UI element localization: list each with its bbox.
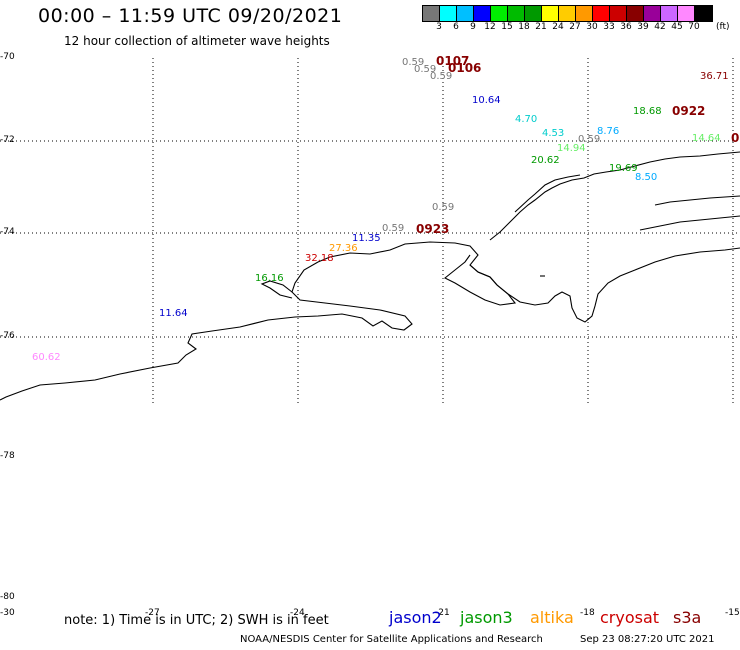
color-swatch [542,6,559,21]
wave-height-label: 36.71 [700,71,729,82]
color-swatch [695,6,712,21]
page-title: 00:00 – 11:59 UTC 09/20/2021 [38,5,343,27]
wave-height-label: 19.69 [609,163,638,174]
lat-label: -70 [0,52,15,62]
color-swatch [423,6,440,21]
lon-label: -15 [725,608,740,618]
note-text: note: 1) Time is in UTC; 2) SWH is in fe… [64,613,329,628]
time-label: 0923 [416,222,450,236]
lon-label: -24 [290,608,305,618]
color-swatch [491,6,508,21]
lat-label: -76 [0,331,15,341]
wave-height-label: 32.18 [305,253,334,264]
wave-height-label: 11.64 [159,308,188,319]
color-scale-tick: 70 [688,22,700,32]
lat-label: -78 [0,451,15,461]
wave-height-label: 4.70 [515,114,538,125]
wave-height-label: 0.59 [430,71,453,82]
footer-credit: NOAA/NESDIS Center for Satellite Applica… [240,634,543,645]
lon-label: -30 [0,608,15,618]
wave-height-label: 0.59 [382,223,405,234]
lat-label: -74 [0,227,15,237]
wave-height-label: 60.62 [32,352,61,363]
time-label: 0107 [436,54,470,68]
wave-height-label: 27.36 [329,243,358,254]
wave-height-label: 20.62 [531,155,560,166]
color-swatch [576,6,593,21]
color-scale-tick: 45 [671,22,683,32]
color-swatch [559,6,576,21]
color-scale-tick: 6 [453,22,459,32]
color-swatch [508,6,525,21]
color-scale-tick: 3 [436,22,442,32]
lon-label: -21 [435,608,450,618]
color-scale-tick: 21 [535,22,547,32]
color-swatch [593,6,610,21]
time-label: 0922 [672,104,706,118]
color-scale-bar [422,5,713,22]
color-scale-tick: 27 [569,22,581,32]
wave-height-label: 8.76 [597,126,620,137]
wave-height-label: 8.50 [635,172,658,183]
legend-cryosat: cryosat [600,608,660,627]
wave-height-label: 0.59 [414,64,437,75]
color-scale-tick: 18 [518,22,530,32]
color-swatch [525,6,542,21]
lon-label: -27 [145,608,160,618]
color-swatch [661,6,678,21]
color-swatch [440,6,457,21]
wave-height-label: 14.64 [692,133,721,144]
wave-height-label: 11.35 [352,233,381,244]
color-swatch [644,6,661,21]
color-swatch [627,6,644,21]
color-swatch [474,6,491,21]
wave-height-label: 10.64 [472,95,501,106]
footer-timestamp: Sep 23 08:27:20 UTC 2021 [580,634,715,645]
color-swatch [457,6,474,21]
color-scale-tick: 30 [586,22,598,32]
color-swatch [678,6,695,21]
color-scale-tick: 36 [620,22,632,32]
wave-height-label: 14.94 [557,143,586,154]
color-scale-tick: 33 [603,22,615,32]
color-scale-unit: (ft) [716,22,730,32]
time-label: 0106 [448,61,482,75]
wave-height-label: 0.59 [578,134,601,145]
wave-height-label: 16.16 [255,273,284,284]
wave-height-label: 0.59 [402,57,425,68]
color-scale-tick: 9 [470,22,476,32]
lat-label: -80 [0,592,15,602]
graticule [0,58,740,405]
wave-height-label: 4.53 [542,128,565,139]
color-swatch [610,6,627,21]
time-label: 0 [731,131,740,145]
legend-jason2: jason2 [389,608,442,627]
wave-height-label: 18.68 [633,106,662,117]
legend-s3a: s3a [673,608,702,627]
wave-height-label: 0.59 [432,202,455,213]
coastline [0,151,740,401]
color-scale-tick: 39 [637,22,649,32]
color-scale-tick: 15 [501,22,513,32]
page-subtitle: 12 hour collection of altimeter wave hei… [64,34,330,48]
lat-label: -72 [0,135,15,145]
lon-label: -18 [580,608,595,618]
color-scale-tick: 12 [484,22,496,32]
legend-altika: altika [530,608,574,627]
color-scale-tick: 24 [552,22,564,32]
legend-jason3: jason3 [460,608,513,627]
color-scale-tick: 42 [654,22,666,32]
